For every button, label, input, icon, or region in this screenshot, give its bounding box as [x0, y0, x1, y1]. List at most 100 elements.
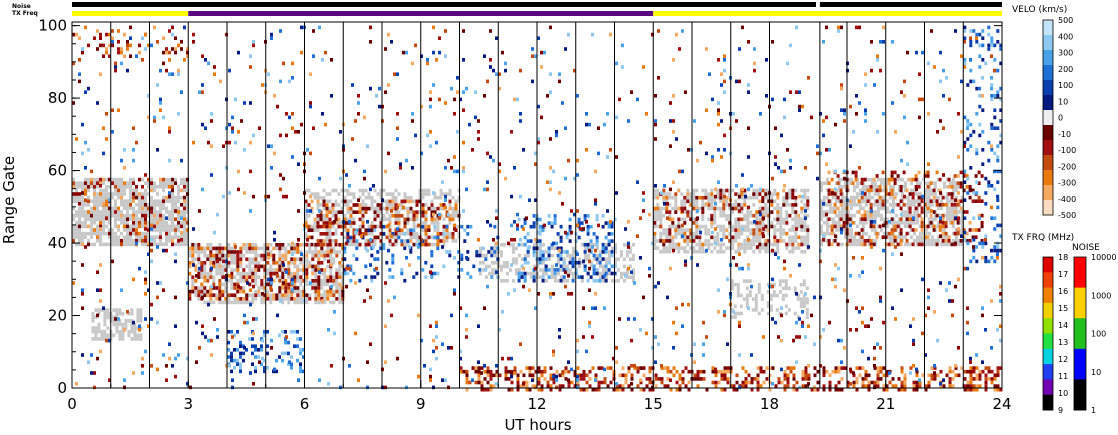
data-cell [662, 239, 666, 243]
data-cell [750, 377, 754, 381]
data-cell [314, 282, 318, 287]
data-cell [111, 235, 114, 239]
data-cell [743, 228, 747, 232]
data-cell [516, 380, 520, 385]
data-cell [912, 203, 916, 207]
data-cell [322, 188, 326, 193]
data-cell [78, 36, 81, 40]
data-cell [959, 239, 963, 243]
data-cell [183, 185, 186, 189]
data-cell [789, 369, 793, 374]
data-cell [891, 235, 895, 239]
data-cell [873, 217, 877, 221]
data-cell [174, 181, 177, 185]
data-cell [864, 199, 868, 203]
data-cell [355, 210, 359, 214]
data-cell [758, 199, 762, 204]
data-cell [746, 195, 750, 200]
data-cell [648, 387, 652, 392]
data-cell [975, 384, 979, 388]
data-cell [221, 282, 225, 287]
data-cell [358, 232, 362, 236]
data-cell [881, 199, 885, 203]
data-cell [102, 192, 105, 196]
data-cell [183, 239, 186, 243]
data-cell [693, 373, 697, 378]
data-cell [183, 203, 186, 207]
data-cell [334, 199, 338, 204]
data-cell [577, 217, 581, 222]
data-cell [325, 228, 329, 232]
status-bars: Noise TX Freq [12, 2, 1002, 17]
data-cell [778, 279, 782, 283]
data-cell [224, 246, 228, 251]
data-cell [468, 380, 472, 385]
data-cell [171, 239, 174, 243]
data-cell [541, 250, 545, 254]
data-cell [445, 235, 449, 240]
data-cell [559, 250, 563, 254]
data-cell [610, 239, 614, 243]
data-cell [938, 188, 942, 193]
data-cell [888, 203, 892, 207]
data-cell [890, 228, 894, 232]
data-cell [541, 275, 545, 279]
data-cell [662, 213, 666, 218]
data-cell [758, 242, 762, 247]
data-cell [105, 185, 108, 189]
data-cell [316, 228, 320, 232]
data-cell [556, 232, 560, 236]
data-cell [876, 380, 880, 385]
data-cell [406, 242, 410, 247]
data-cell [556, 279, 560, 283]
data-cell [837, 224, 841, 229]
data-cell [666, 369, 670, 374]
data-cell [227, 300, 231, 305]
data-cell [893, 228, 897, 232]
data-cell [624, 380, 628, 385]
data-cell [248, 264, 252, 269]
data-cell [445, 192, 449, 196]
data-cell [139, 315, 143, 320]
data-cell [112, 322, 116, 327]
data-cell [310, 242, 314, 247]
data-cell [275, 271, 279, 276]
data-cell [278, 246, 282, 251]
data-cell [323, 253, 327, 258]
data-cell [281, 271, 285, 276]
data-cell [846, 239, 850, 243]
data-cell [532, 278, 536, 283]
data-cell [197, 275, 201, 279]
data-cell [281, 279, 285, 283]
data-cell [159, 213, 162, 218]
data-cell [777, 380, 781, 385]
data-cell [996, 384, 1000, 388]
data-cell [325, 221, 329, 225]
data-cell [138, 195, 141, 200]
data-cell [502, 243, 506, 247]
data-cell [828, 231, 832, 236]
data-cell [331, 188, 335, 193]
data-cell [269, 250, 273, 254]
data-cell [251, 250, 255, 254]
data-cell [671, 242, 675, 247]
data-cell [929, 213, 933, 218]
data-cell [183, 231, 186, 236]
data-cell [923, 170, 927, 175]
data-cell [186, 231, 189, 236]
data-cell [942, 228, 946, 232]
data-cell [287, 261, 291, 265]
data-cell [290, 250, 294, 254]
data-cell [489, 387, 493, 392]
data-cell [855, 380, 859, 385]
data-cell [227, 293, 231, 297]
data-cell [332, 261, 336, 265]
data-cell [227, 340, 230, 345]
data-cell [612, 387, 616, 392]
data-cell [308, 297, 312, 301]
data-cell [266, 250, 270, 254]
data-cell [328, 221, 332, 225]
data-cell [197, 253, 201, 258]
data-cell [147, 181, 150, 185]
data-cell [302, 271, 306, 276]
